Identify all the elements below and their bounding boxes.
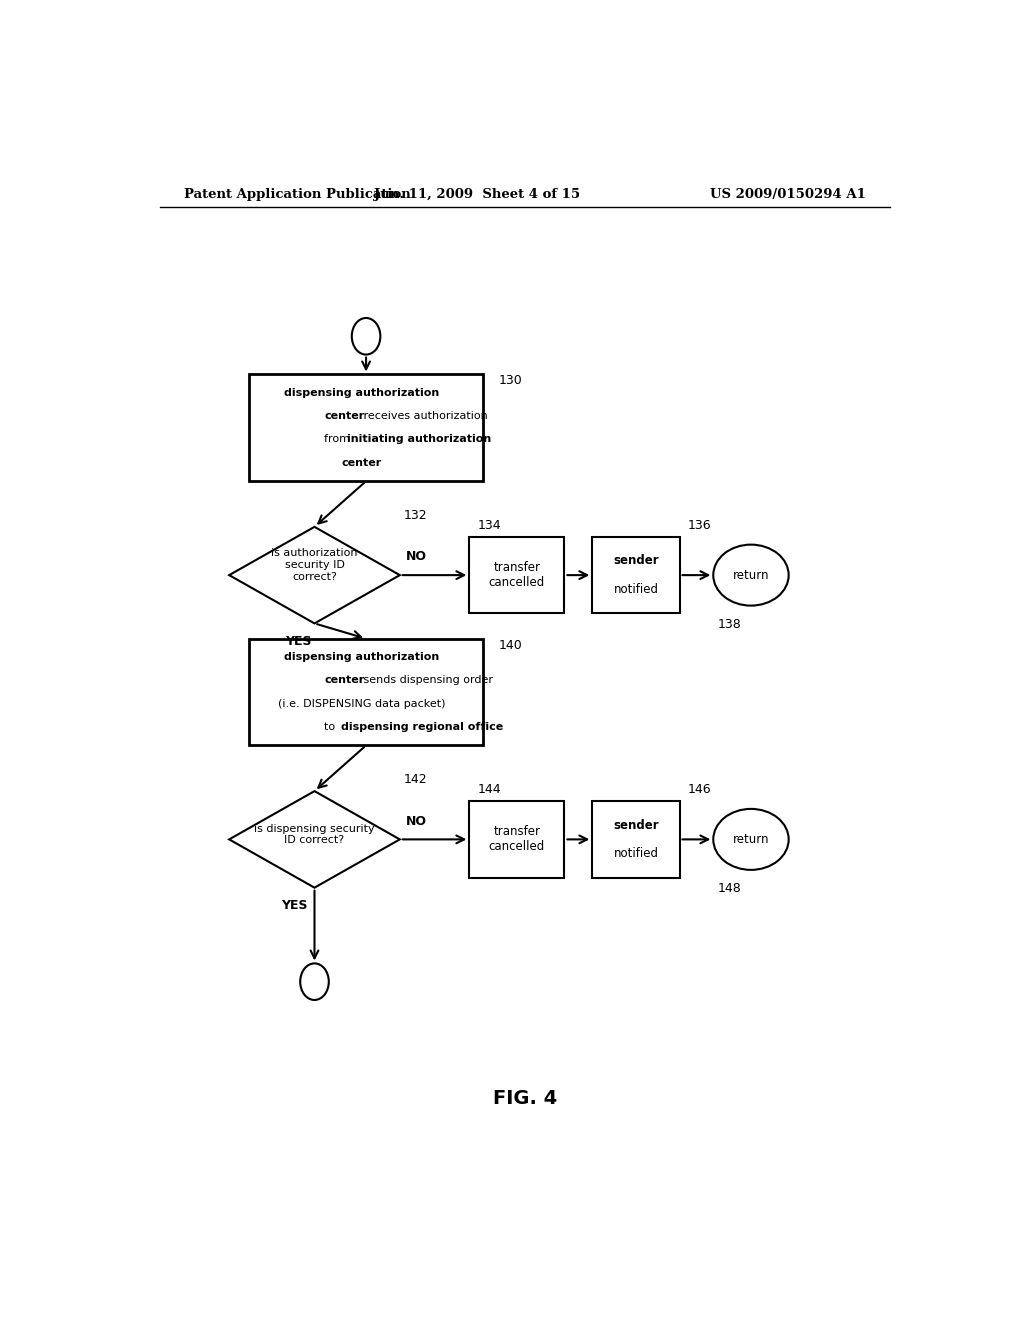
FancyBboxPatch shape bbox=[469, 537, 564, 614]
Text: YES: YES bbox=[282, 899, 308, 912]
Text: YES: YES bbox=[286, 635, 312, 648]
Text: transfer
cancelled: transfer cancelled bbox=[488, 825, 545, 854]
Text: notified: notified bbox=[613, 583, 658, 595]
Text: dispensing authorization: dispensing authorization bbox=[285, 388, 439, 397]
Text: sender: sender bbox=[613, 554, 658, 568]
FancyBboxPatch shape bbox=[469, 801, 564, 878]
Text: notified: notified bbox=[613, 847, 658, 861]
Text: 134: 134 bbox=[477, 519, 501, 532]
Text: dispensing authorization: dispensing authorization bbox=[285, 652, 439, 661]
Text: Patent Application Publication: Patent Application Publication bbox=[183, 189, 411, 202]
Text: sends dispensing order: sends dispensing order bbox=[359, 676, 493, 685]
FancyBboxPatch shape bbox=[592, 537, 680, 614]
Text: US 2009/0150294 A1: US 2009/0150294 A1 bbox=[711, 189, 866, 202]
Text: center: center bbox=[324, 676, 365, 685]
Polygon shape bbox=[229, 527, 399, 623]
Text: dispensing regional office: dispensing regional office bbox=[341, 722, 503, 733]
Text: to: to bbox=[324, 722, 339, 733]
Ellipse shape bbox=[714, 809, 788, 870]
Text: 130: 130 bbox=[499, 375, 523, 387]
Text: 132: 132 bbox=[403, 508, 427, 521]
Text: Jun. 11, 2009  Sheet 4 of 15: Jun. 11, 2009 Sheet 4 of 15 bbox=[374, 189, 581, 202]
Text: receives authorization: receives authorization bbox=[359, 411, 487, 421]
Text: (i.e. DISPENSING data packet): (i.e. DISPENSING data packet) bbox=[279, 698, 445, 709]
Circle shape bbox=[352, 318, 380, 355]
Text: transfer
cancelled: transfer cancelled bbox=[488, 561, 545, 589]
Polygon shape bbox=[229, 791, 399, 887]
FancyBboxPatch shape bbox=[249, 375, 483, 480]
Text: 136: 136 bbox=[687, 519, 711, 532]
Text: is authorization
security ID
correct?: is authorization security ID correct? bbox=[271, 548, 357, 582]
Text: return: return bbox=[733, 833, 769, 846]
Text: FIG. 4: FIG. 4 bbox=[493, 1089, 557, 1107]
Text: NO: NO bbox=[407, 550, 427, 564]
Text: 138: 138 bbox=[717, 618, 741, 631]
Text: 148: 148 bbox=[717, 882, 741, 895]
Text: 142: 142 bbox=[403, 774, 427, 785]
Text: from: from bbox=[324, 434, 357, 445]
Text: center: center bbox=[342, 458, 382, 467]
Text: NO: NO bbox=[407, 814, 427, 828]
Text: initiating authorization: initiating authorization bbox=[347, 434, 492, 445]
Text: is dispensing security
ID correct?: is dispensing security ID correct? bbox=[254, 824, 375, 845]
Text: 146: 146 bbox=[687, 783, 711, 796]
Circle shape bbox=[300, 964, 329, 1001]
Text: sender: sender bbox=[613, 818, 658, 832]
Ellipse shape bbox=[714, 545, 788, 606]
FancyBboxPatch shape bbox=[592, 801, 680, 878]
Text: center: center bbox=[324, 411, 365, 421]
FancyBboxPatch shape bbox=[249, 639, 483, 746]
Text: 140: 140 bbox=[499, 639, 523, 652]
Text: 144: 144 bbox=[477, 783, 501, 796]
Text: return: return bbox=[733, 569, 769, 582]
